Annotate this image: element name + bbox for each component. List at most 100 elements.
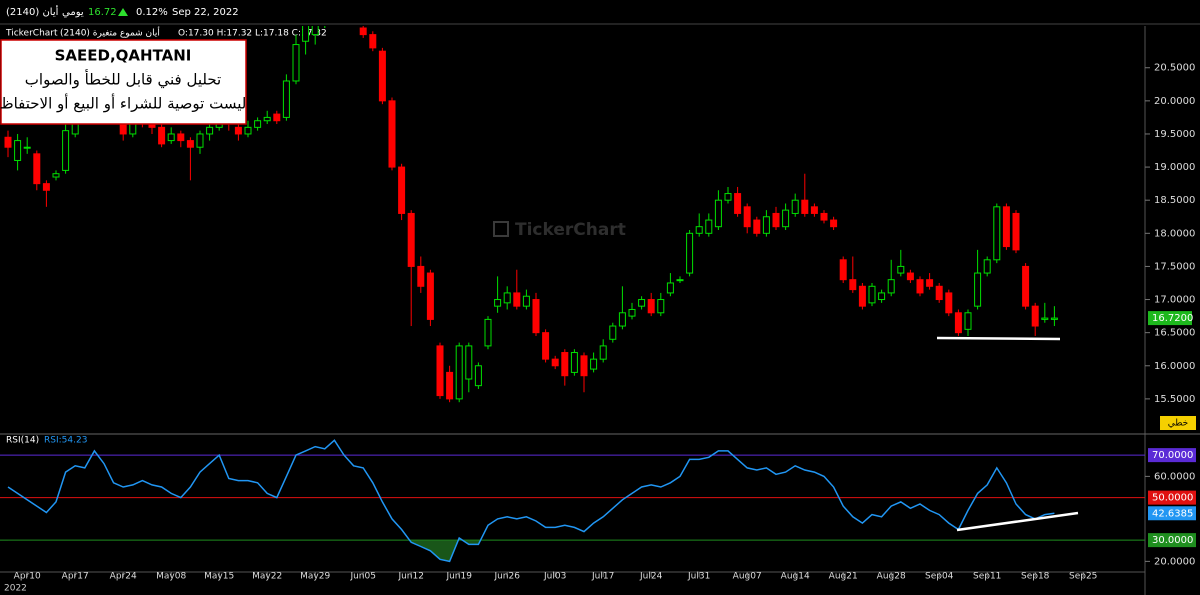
candle-body <box>762 216 770 234</box>
candle-body <box>638 299 646 307</box>
candle-body <box>954 312 962 334</box>
y-tick-label: 20.5000 <box>1154 63 1195 74</box>
candle-body <box>801 199 809 214</box>
candle-body <box>734 193 742 214</box>
candle-body <box>849 279 857 291</box>
date: Sep 22, 2022 <box>172 7 239 18</box>
price-plot <box>4 26 1058 403</box>
x-tick-label: Aug14 <box>781 572 810 582</box>
candle-body <box>494 299 502 307</box>
candle-body <box>158 126 166 145</box>
x-tick-label: Jul03 <box>543 572 566 582</box>
candle-body <box>311 26 319 36</box>
candle-body <box>810 206 818 214</box>
candle-body <box>1002 206 1010 248</box>
candle-body <box>196 133 204 148</box>
x-tick-label: Aug21 <box>829 572 858 582</box>
candle-body <box>369 34 377 49</box>
candle-body <box>484 318 492 347</box>
x-tick-label: Apr17 <box>62 572 89 582</box>
x-tick-label: Aug07 <box>733 572 762 582</box>
x-tick-label: Jul31 <box>687 572 710 582</box>
candle-body <box>676 279 684 282</box>
candle-body <box>878 292 886 301</box>
candle-body <box>503 292 511 304</box>
candle-body <box>1031 305 1039 327</box>
x-tick-label: Jun05 <box>349 572 376 582</box>
y-tick-label: 18.5000 <box>1154 195 1195 206</box>
y-tick-label: 15.5000 <box>1154 394 1195 405</box>
axes: 15.5000 16.0000 16.5000 17.0000 17.5000 18.00… <box>14 63 1196 582</box>
style-badge-label[interactable]: خطي <box>1168 419 1188 429</box>
x-tick-label: Sep11 <box>973 572 1001 582</box>
candle-body <box>753 219 761 234</box>
candle-body <box>724 193 732 201</box>
candle-body <box>599 345 607 360</box>
series-label: (2140) أيان شموع متغيرة <box>60 27 160 39</box>
candle-body <box>839 259 847 281</box>
candle-body <box>273 113 281 122</box>
rsi-line <box>7 439 1055 563</box>
candle-body <box>263 116 271 122</box>
style-badge[interactable] <box>1160 416 1196 430</box>
candle-body <box>14 140 22 161</box>
rsi-title: RSI(14) <box>6 436 39 446</box>
candle-body <box>33 153 41 185</box>
candle-body <box>993 206 1001 261</box>
y-tick-label: 19.5000 <box>1154 129 1195 140</box>
watermark: TickerChart <box>515 220 626 240</box>
candle-body <box>628 308 636 317</box>
candle-body <box>686 232 694 274</box>
candle-body <box>906 272 914 281</box>
price: 16.72 <box>88 7 117 18</box>
candle-body <box>647 299 655 314</box>
candle-body <box>887 279 895 294</box>
level-badge <box>1148 448 1196 463</box>
candle-body <box>580 355 588 377</box>
candle-body <box>695 226 703 234</box>
candle-body <box>743 206 751 228</box>
candle-body <box>417 265 425 287</box>
candle-body <box>657 299 665 314</box>
candle-body <box>513 292 521 307</box>
support-line <box>936 336 1061 341</box>
candle-body <box>446 371 454 400</box>
candle-body <box>1041 317 1049 320</box>
x-tick-label: Jul24 <box>639 572 663 582</box>
last-value-badge <box>1148 506 1196 521</box>
note-author: SAEED,QAHTANI <box>55 47 192 65</box>
ohlc-label: O:17.30 H:17.32 L:17.18 C:17.32 <box>178 29 327 39</box>
candle-body <box>436 345 444 397</box>
candle-body <box>167 133 175 142</box>
note-line: تحليل فني قابل للخطأ والصواب <box>25 69 221 90</box>
candle-body <box>782 209 790 228</box>
change: 0.12% <box>136 7 168 18</box>
level-label: 30.0000 <box>1152 535 1193 546</box>
candle-body <box>926 279 934 287</box>
x-tick-label: May29 <box>300 572 330 582</box>
candle-body <box>609 325 617 340</box>
candle-body <box>590 358 598 370</box>
candle-body <box>820 212 828 221</box>
x-tick-label: May15 <box>204 572 234 582</box>
x-tick-label: May22 <box>252 572 282 582</box>
candle-body <box>666 282 674 294</box>
candle-body <box>282 80 290 118</box>
x-tick-label: Jun26 <box>493 572 520 582</box>
candle-body <box>186 140 194 148</box>
x-tick-label: Jun19 <box>445 572 472 582</box>
y-tick-label: 17.0000 <box>1154 295 1195 306</box>
candle-body <box>570 352 578 373</box>
candle-body <box>561 352 569 377</box>
candle-body <box>772 212 780 228</box>
level-label: 70.0000 <box>1152 450 1193 461</box>
brand: TickerChart <box>5 29 58 39</box>
x-tick-label: May08 <box>156 572 186 582</box>
candle-body <box>964 312 972 330</box>
x-tick-label: Jun12 <box>397 572 424 582</box>
up-arrow <box>118 8 128 16</box>
level-label: 50.0000 <box>1152 493 1193 504</box>
candle-body <box>4 136 12 148</box>
candle-body <box>897 265 905 274</box>
